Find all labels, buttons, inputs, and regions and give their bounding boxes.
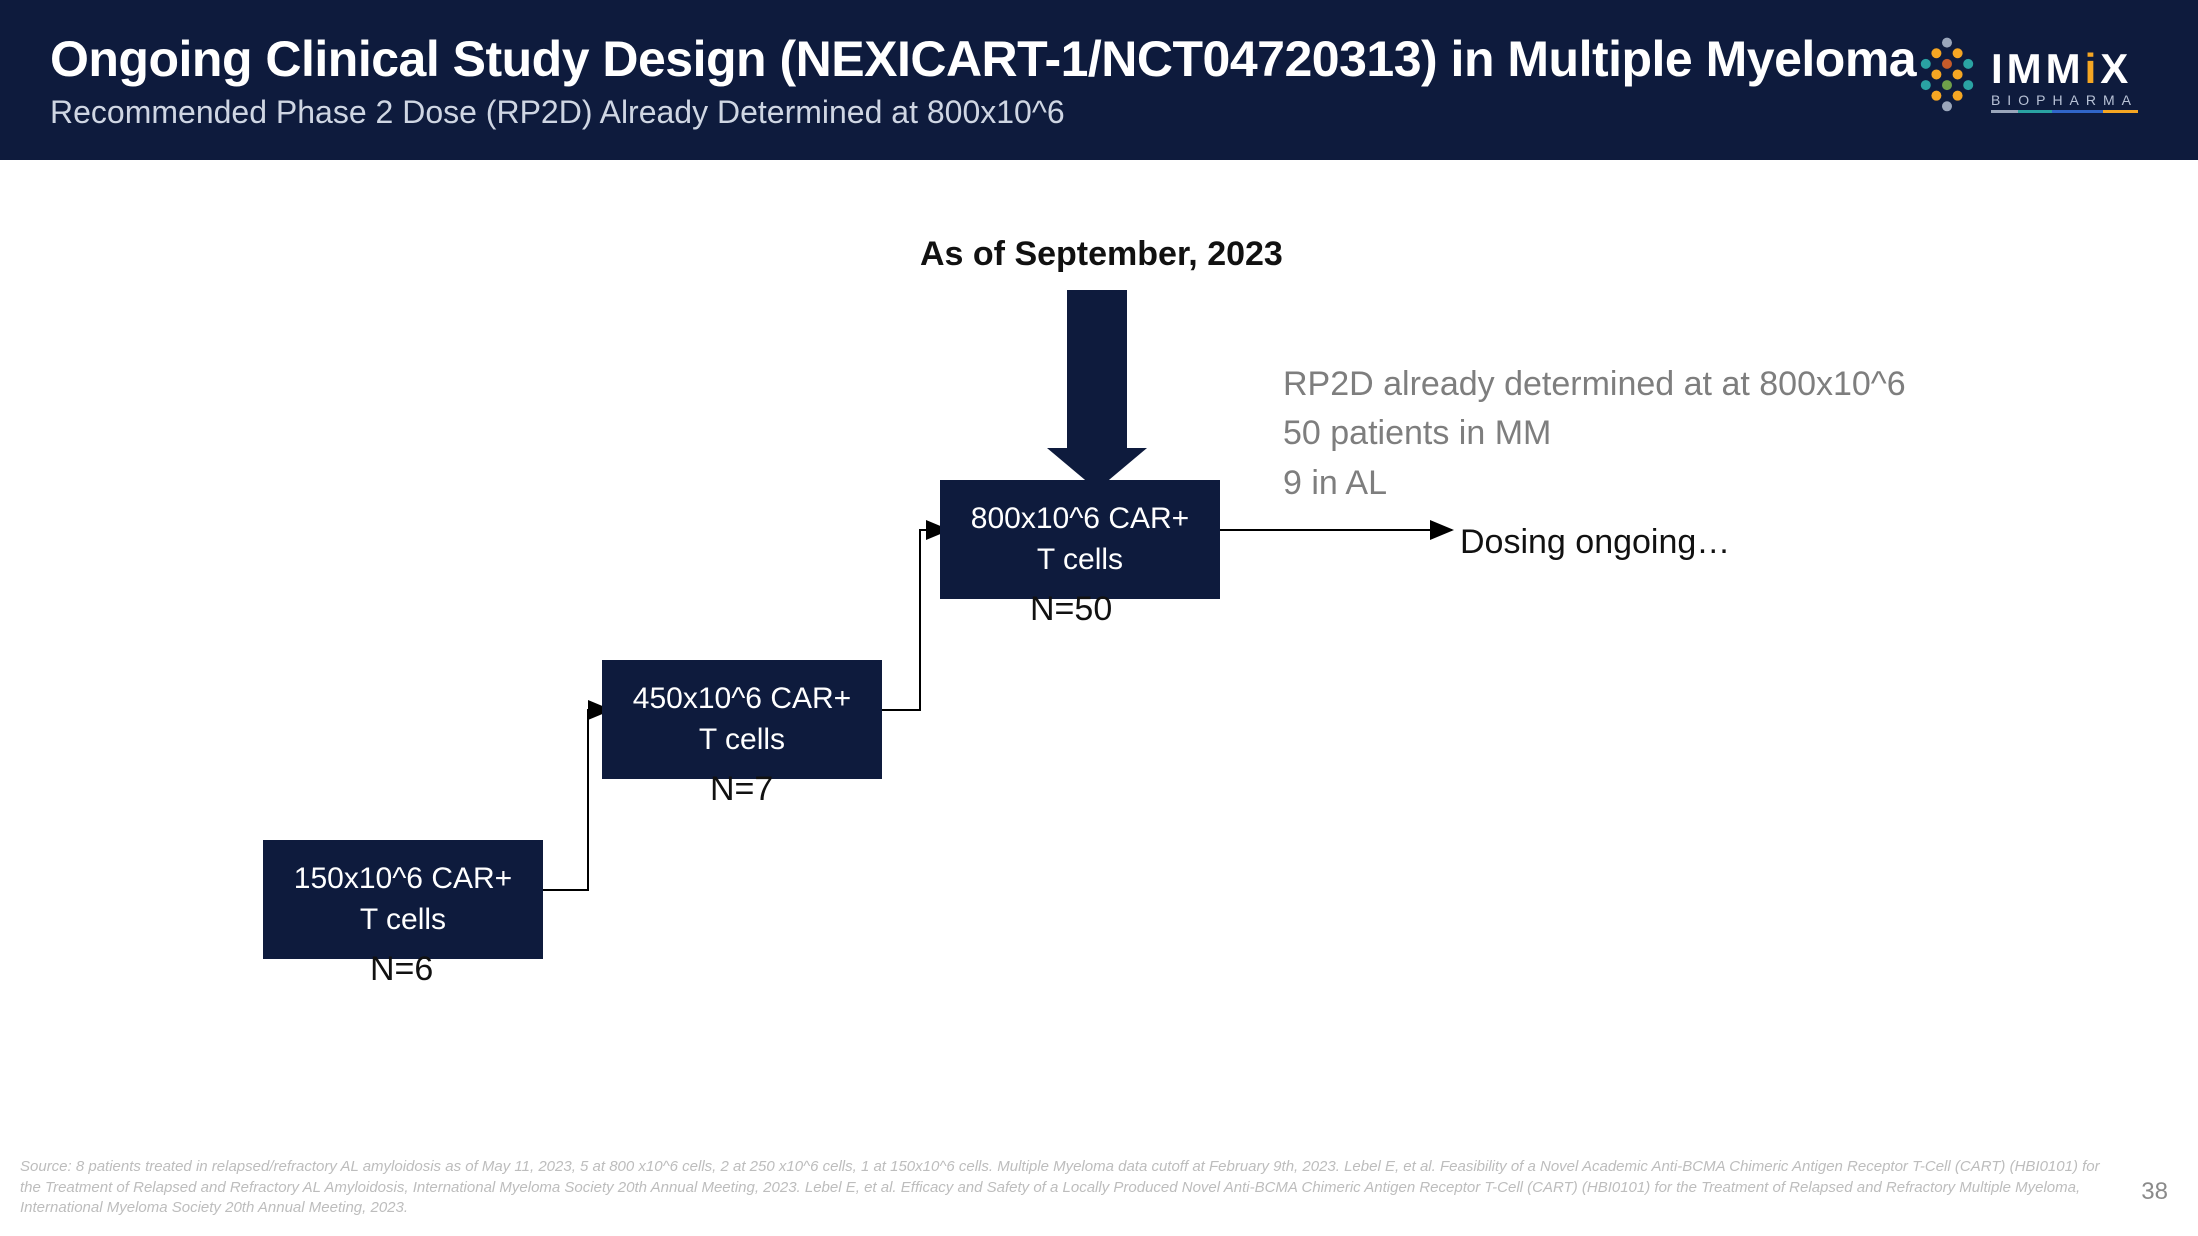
side-note-line: 50 patients in MM <box>1283 409 1906 458</box>
slide-header: Ongoing Clinical Study Design (NEXICART-… <box>0 0 2198 160</box>
dose-box-2: 450x10^6 CAR+ T cells <box>602 660 882 779</box>
date-label: As of September, 2023 <box>920 235 1283 274</box>
logo-subtext: BIOPHARMA <box>1991 92 2138 108</box>
dose-box-3: 800x10^6 CAR+ T cells <box>940 480 1220 599</box>
side-note-line: RP2D already determined at at 800x10^6 <box>1283 360 1906 409</box>
title-block: Ongoing Clinical Study Design (NEXICART-… <box>50 30 1917 131</box>
footer-source: Source: 8 patients treated in relapsed/r… <box>20 1157 2108 1218</box>
dose-box-line1: 800x10^6 CAR+ <box>965 499 1195 540</box>
dose-n-1: N=6 <box>370 950 433 989</box>
side-note-line: 9 in AL <box>1283 459 1906 508</box>
slide-subtitle: Recommended Phase 2 Dose (RP2D) Already … <box>50 94 1917 131</box>
diagram-canvas: As of September, 2023 RP2D already deter… <box>0 160 2198 1236</box>
dosing-ongoing-label: Dosing ongoing… <box>1460 523 1730 562</box>
dose-box-line2: T cells <box>627 720 857 761</box>
down-arrow-icon <box>1067 290 1127 450</box>
dose-box-line1: 450x10^6 CAR+ <box>627 679 857 720</box>
slide-title: Ongoing Clinical Study Design (NEXICART-… <box>50 30 1917 88</box>
dose-box-line1: 150x10^6 CAR+ <box>288 859 518 900</box>
dose-n-2: N=7 <box>710 770 773 809</box>
logo-mark-icon <box>1905 36 1990 121</box>
dose-n-3: N=50 <box>1030 590 1112 629</box>
page-number: 38 <box>2141 1178 2168 1206</box>
company-logo: IMMiX BIOPHARMA <box>1917 48 2138 108</box>
logo-text-block: IMMiX BIOPHARMA <box>1991 48 2138 108</box>
dose-box-line2: T cells <box>288 900 518 941</box>
dose-box-1: 150x10^6 CAR+ T cells <box>263 840 543 959</box>
side-notes: RP2D already determined at at 800x10^6 5… <box>1283 360 1906 508</box>
dose-box-line2: T cells <box>965 540 1195 581</box>
logo-text: IMMiX <box>1991 48 2138 90</box>
